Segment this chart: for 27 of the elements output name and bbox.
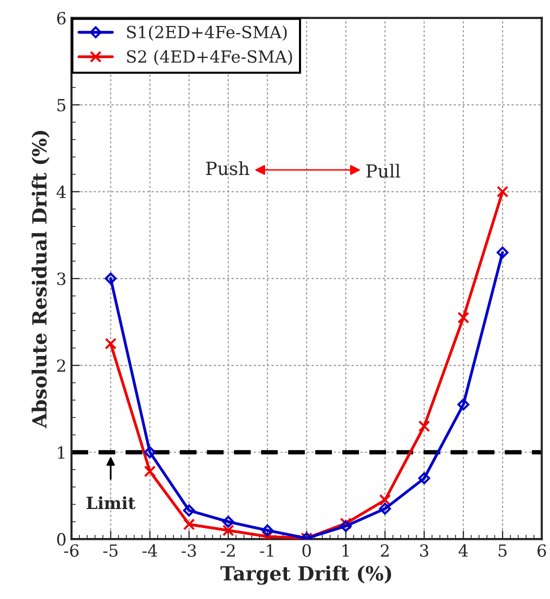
x-tick-label: 4 [458, 544, 468, 557]
x-tick-label: 0 [302, 544, 311, 557]
annotation: Push [206, 161, 250, 176]
x-tick-label: -5 [103, 544, 118, 557]
legend-label: S1(2ED+4Fe-SMA) [127, 25, 287, 41]
y-axis-title: Absolute Residual Drift (%) [32, 130, 50, 428]
y-tick-label: 3 [57, 272, 66, 286]
annotation: Pull [366, 164, 400, 178]
y-tick-label: 5 [57, 99, 66, 112]
ref-line-label: Limit [86, 496, 136, 510]
x-tick-label: -4 [142, 544, 158, 557]
x-tick-label: 5 [498, 544, 507, 557]
x-tick-label: 3 [420, 544, 428, 557]
legend-label: S2 (4ED+4Fe-SMA) [127, 50, 292, 66]
x-tick-label: -6 [64, 544, 79, 557]
y-tick-label: 4 [56, 186, 66, 198]
y-tick-label: 2 [57, 359, 66, 372]
y-tick-label: 6 [57, 12, 66, 25]
x-tick-label: -1 [260, 544, 274, 557]
x-tick-label: -3 [182, 544, 196, 557]
x-tick-label: 1 [342, 544, 349, 557]
y-tick-label: 1 [58, 446, 64, 459]
x-tick-label: 2 [380, 544, 389, 557]
y-tick-label: 0 [57, 533, 66, 546]
x-tick-label: 6 [538, 544, 546, 557]
x-axis-title: Target Drift (%) [220, 566, 392, 585]
x-tick-label: -2 [220, 544, 235, 557]
